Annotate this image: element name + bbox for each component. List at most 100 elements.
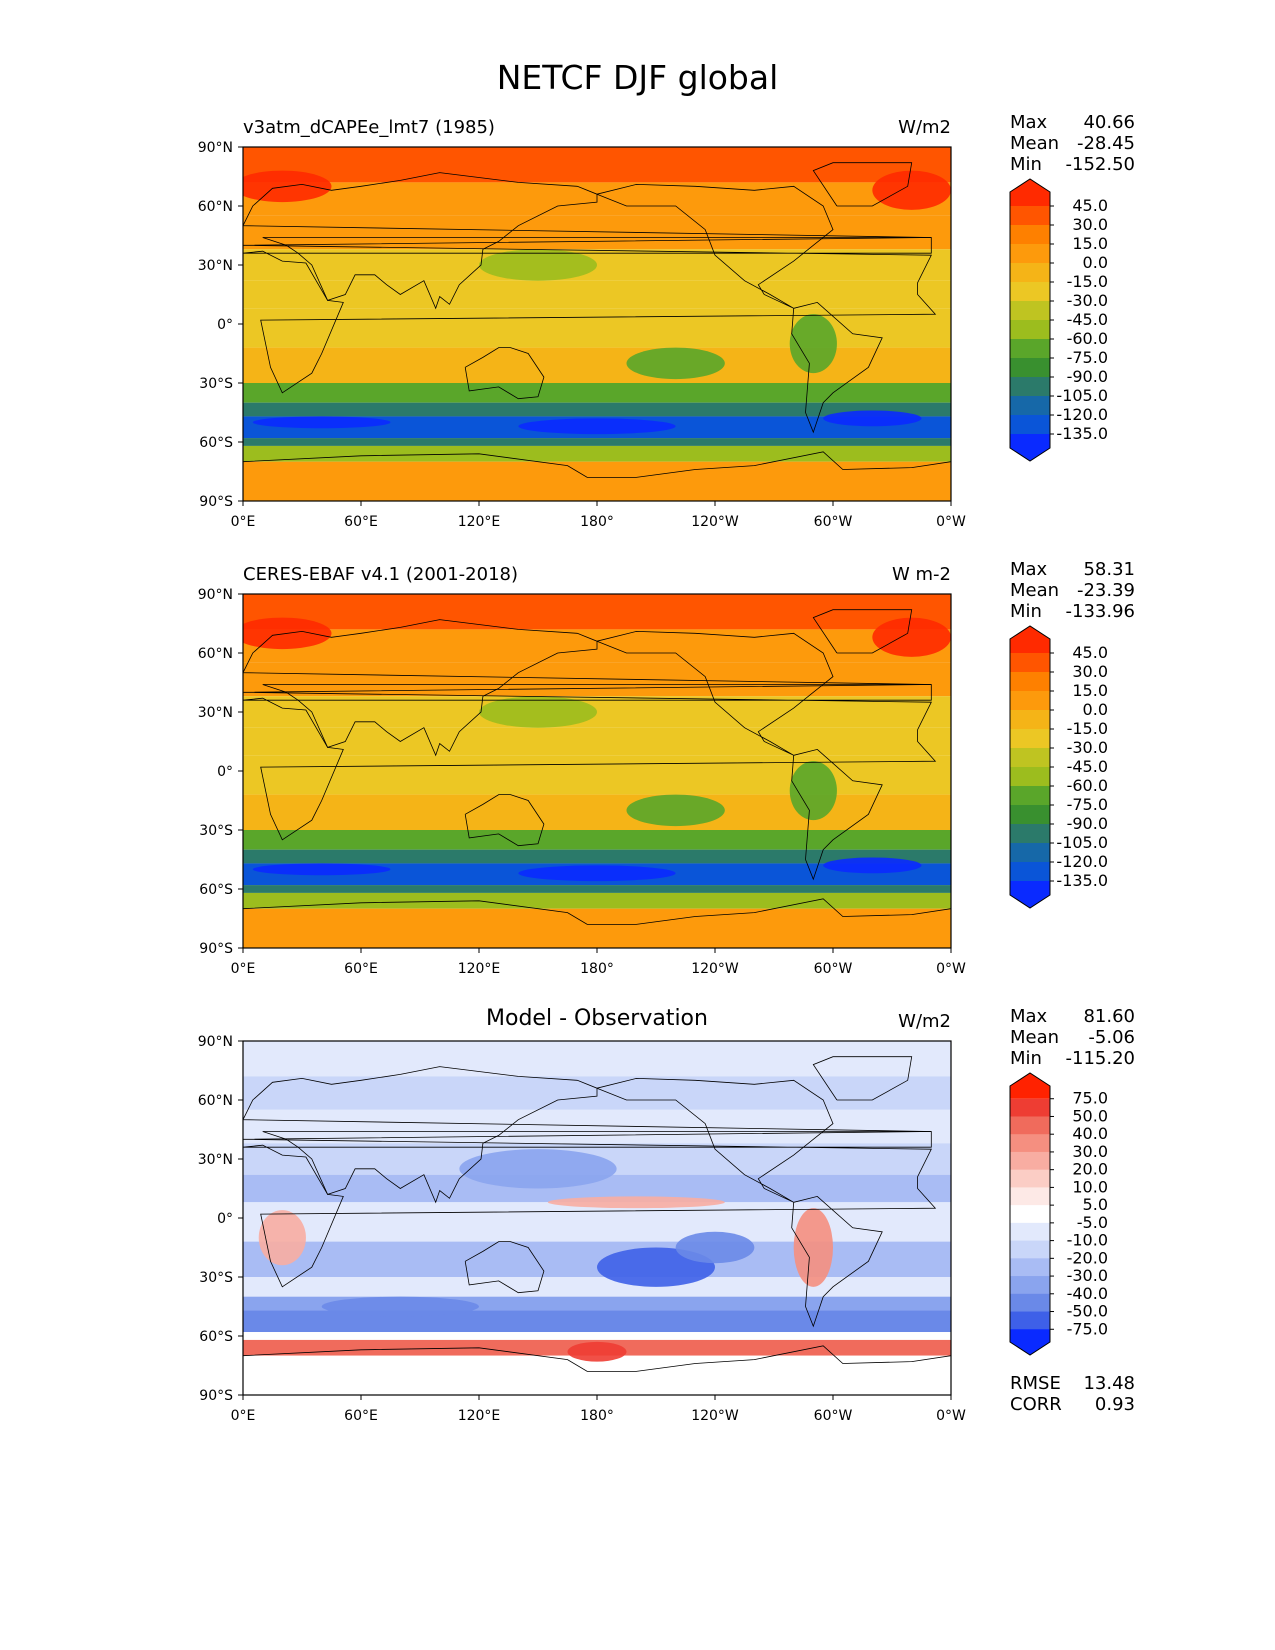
colorbar-label: 45.0 [1072,643,1108,662]
x-tick-label: 60°W [814,1408,853,1424]
x-tick-label: 120°W [691,961,739,977]
field-feature [321,1296,479,1317]
x-tick-label: 180° [580,514,614,530]
coastline [243,898,951,948]
field-band [243,727,951,756]
colorbar-segment [1010,862,1050,882]
colorbar-segment [1010,1169,1050,1188]
field-feature [479,249,597,281]
field-feature [789,314,837,374]
field-feature [258,1210,306,1266]
stat-mean-label: Mean [1010,580,1060,601]
y-tick-label: 90°N [198,1034,233,1050]
field-feature [459,1149,617,1189]
coastline [243,451,951,501]
stat-mean-value: -23.39 [1076,580,1135,601]
colorbar-label: 50.0 [1072,1106,1108,1125]
field-band [243,885,951,893]
coastline [791,748,883,881]
colorbar-label: -75.0 [1067,795,1108,814]
colorbar-label: 75.0 [1072,1089,1108,1108]
units-label: W m-2 [891,564,951,585]
field-feature [872,617,951,657]
field-feature [567,1341,627,1362]
colorbar-segment [1010,244,1050,264]
x-tick-label: 120°E [458,961,501,977]
map-svg: 90°N 60°N 30°N 0° 30°S 60°S 90°S 0°E 60°E 120°E 18… [198,587,1108,977]
colorbar-label: 40.0 [1072,1124,1108,1143]
colorbar-segment [1010,824,1050,844]
colorbar-label: 10.0 [1072,1177,1108,1196]
x-tick-label: 120°W [691,1408,739,1424]
colorbar-label: 20.0 [1072,1160,1108,1179]
y-tick-label: 90°N [198,140,233,156]
stat-max-label: Max [1010,1006,1048,1027]
colorbar-label: 30.0 [1072,215,1108,234]
y-tick-label: 60°S [199,1329,233,1345]
colorbar-segment [1010,1187,1050,1206]
y-tick-label: 90°S [199,494,233,510]
stat-mean: Mean -5.06 [1010,1027,1135,1048]
coastline [812,162,913,207]
field-feature [626,794,725,827]
figure-title: NETCF DJF global [496,58,779,97]
x-tick-label: 0°E [231,961,256,977]
y-tick-label: 60°N [198,1093,233,1109]
stat-max-label: Max [1010,112,1048,133]
colorbar-segment [1010,1311,1050,1330]
stat-max-value: 58.31 [1083,559,1135,580]
colorbar-outline [1009,625,1051,909]
field-feature [252,863,391,876]
colorbar-segment [1010,1205,1050,1224]
colorbar-label: -45.0 [1067,310,1108,329]
colorbar-segment [1010,358,1050,378]
field-band [243,794,951,830]
field-band [243,461,951,501]
colorbar-segment [1010,805,1050,825]
colorbar-segment [1010,1222,1050,1242]
colorbar-label: -75.0 [1067,1319,1108,1338]
colorbar-label: -5.0 [1077,1213,1108,1232]
x-tick-label: 60°E [344,1408,378,1424]
colorbar-label: -60.0 [1067,329,1108,348]
colorbar-label: -120.0 [1056,405,1108,424]
coastline [596,630,834,756]
stat-corr: CORR 0.93 [1010,1394,1135,1415]
colorbar-segment [1010,320,1050,340]
colorbar-label: -30.0 [1067,291,1108,310]
colorbar-segment [1010,653,1050,673]
coastline [243,237,937,394]
colorbar-segment [1010,691,1050,711]
colorbar-segment [1010,786,1050,806]
colorbar-label: 0.0 [1083,700,1108,719]
x-tick-label: 0°E [231,1408,256,1424]
stat-rmse-label: RMSE [1010,1373,1061,1394]
colorbar-segment [1010,767,1050,787]
stat-rmse-value: 13.48 [1083,1373,1135,1394]
field-feature [789,761,837,821]
stat-min: Min -152.50 [1010,154,1135,175]
y-tick-label: 90°S [199,941,233,957]
field-feature [823,857,922,874]
colorbar-label: -45.0 [1067,757,1108,776]
field-band [243,1355,951,1395]
coastline [243,172,932,310]
stat-mean-value: -5.06 [1088,1027,1135,1048]
field-feature [675,1231,755,1264]
y-tick-label: 60°S [199,435,233,451]
field-band [243,830,951,850]
colorbar-segment [1010,415,1050,435]
coastline [812,609,913,654]
x-tick-label: 0°W [936,514,966,530]
x-tick-label: 0°W [936,1408,966,1424]
coastline [243,619,932,757]
colorbar-segment [1010,881,1050,908]
panel-title: CERES-EBAF v4.1 (2001-2018) [243,564,519,585]
y-tick-label: 30°N [198,1152,233,1168]
x-tick-label: 60°W [814,514,853,530]
field-feature [243,617,332,650]
colorbar-segment [1010,843,1050,863]
stat-min-value: -115.20 [1065,1048,1135,1069]
field-band [243,402,951,417]
colorbar-segment [1010,1329,1050,1355]
